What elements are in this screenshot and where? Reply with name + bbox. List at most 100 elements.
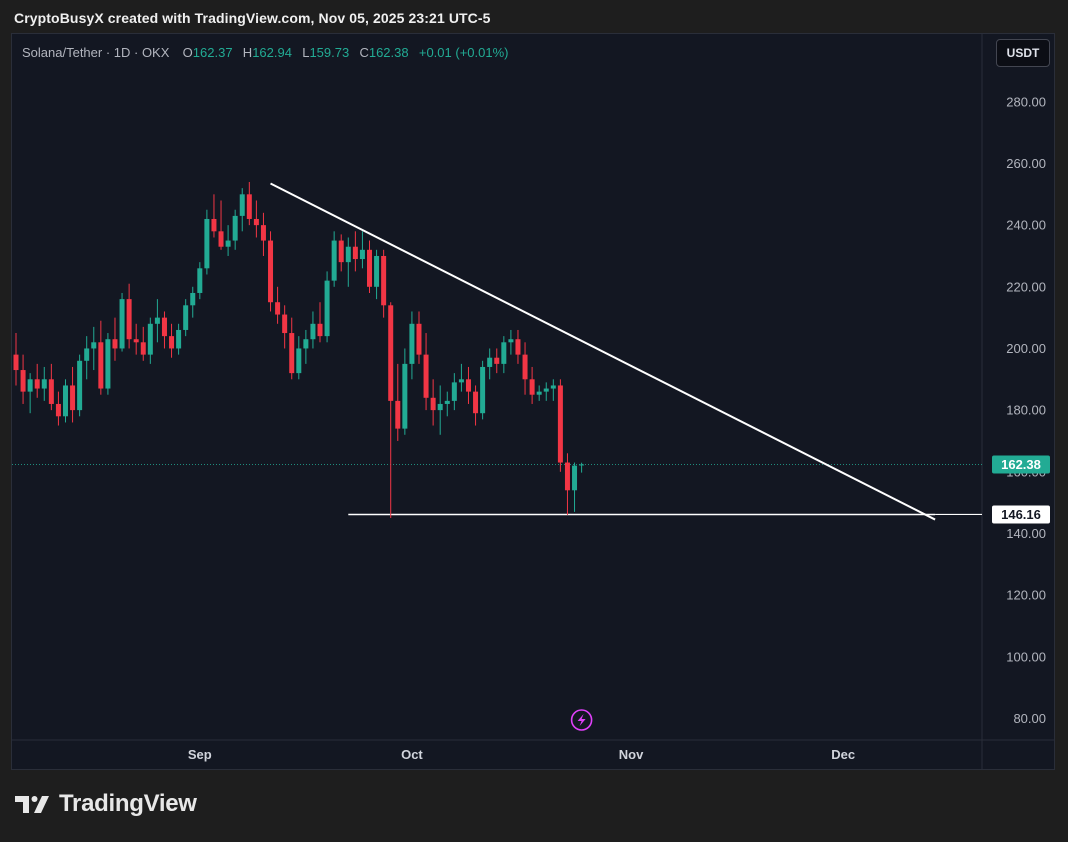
candle-body[interactable] [409,323,415,364]
candle-body[interactable] [303,339,309,349]
candle-body[interactable] [197,268,203,293]
candle-body[interactable] [359,249,365,260]
y-tick-label: 280.00 [1006,94,1046,109]
candle-body[interactable] [133,339,139,343]
candle-body[interactable] [572,465,578,491]
candle-body[interactable] [48,379,54,404]
candle-body[interactable] [246,194,252,219]
candle-body[interactable] [154,317,160,324]
candle-body[interactable] [564,462,570,491]
ohlc-legend: Solana/Tether · 1D · OKX O162.37 H162.94… [22,45,508,60]
candle-body[interactable] [494,357,500,364]
candle-body[interactable] [282,314,288,334]
candle-body[interactable] [225,240,231,247]
candle-body[interactable] [579,464,585,466]
candle-body[interactable] [465,379,471,392]
candle-body[interactable] [395,400,401,429]
candle-body[interactable] [388,305,394,401]
candle-body[interactable] [41,379,47,389]
candle-body[interactable] [190,292,196,306]
symbol-label[interactable]: Solana/Tether · 1D · OKX [22,45,170,60]
y-tick-label: 240.00 [1006,218,1046,233]
tradingview-logo-icon [15,796,49,813]
candle-body[interactable] [204,218,210,269]
x-tick-label: Nov [619,747,644,762]
candle-body[interactable] [381,255,387,306]
candle-body[interactable] [84,348,90,361]
price-chart[interactable]: 280.00260.00240.00220.00200.00180.00160.… [12,34,1055,770]
currency-button[interactable]: USDT [996,39,1050,67]
candle-body[interactable] [119,299,125,349]
low-value: 159.73 [309,45,350,60]
candle-body[interactable] [522,354,528,380]
candle-body[interactable] [324,280,330,337]
candle-body[interactable] [550,385,556,389]
candle-body[interactable] [296,348,302,374]
candle-body[interactable] [239,194,245,216]
candle-body[interactable] [140,342,146,355]
candle-body[interactable] [289,333,295,374]
candle-body[interactable] [536,391,542,395]
candle-body[interactable] [55,403,61,417]
candle-body[interactable] [345,246,351,263]
candle-body[interactable] [374,255,380,287]
candle-body[interactable] [480,366,486,414]
candle-body[interactable] [275,302,281,315]
close-label: C [359,45,369,60]
candle-body[interactable] [508,339,514,343]
candle-body[interactable] [176,329,182,349]
candle-body[interactable] [70,385,76,411]
candle-body[interactable] [169,336,175,349]
candle-body[interactable] [218,231,224,247]
candle-body[interactable] [338,240,344,263]
candle-body[interactable] [211,218,217,232]
y-tick-label: 180.00 [1006,403,1046,418]
candle-body[interactable] [367,249,372,287]
candle-body[interactable] [27,379,33,392]
tradingview-branding[interactable]: TradingView [15,790,197,818]
candle-body[interactable] [444,400,450,404]
candle-body[interactable] [13,354,19,371]
brand-name: TradingView [59,790,197,817]
candle-body[interactable] [557,385,563,463]
candle-body[interactable] [105,339,111,389]
candle-body[interactable] [451,382,457,401]
candle-body[interactable] [62,385,68,417]
candle-body[interactable] [91,342,97,349]
candle-body[interactable] [437,403,443,411]
candle-body[interactable] [310,323,316,340]
candle-body[interactable] [112,339,118,349]
candle-body[interactable] [515,339,521,355]
candle-body[interactable] [77,360,83,411]
low-label: L [302,45,310,60]
candle-body[interactable] [416,323,422,355]
candle-body[interactable] [402,363,408,429]
candle-body[interactable] [430,397,436,411]
candle-body[interactable] [232,215,238,241]
candle-body[interactable] [34,379,40,389]
candle-body[interactable] [253,218,259,226]
candle-body[interactable] [126,299,132,340]
candle-body[interactable] [268,240,274,303]
last-price-tag [992,455,1050,474]
chart-panel[interactable]: 280.00260.00240.00220.00200.00180.00160.… [11,33,1055,770]
candle-body[interactable] [543,388,549,392]
candle-body[interactable] [98,342,104,389]
candle-body[interactable] [331,240,337,281]
y-tick-label: 260.00 [1006,156,1046,171]
candle-body[interactable] [183,305,189,330]
candle-body[interactable] [423,354,429,398]
candle-body[interactable] [487,357,493,367]
candle-body[interactable] [260,225,266,241]
candle-body[interactable] [20,370,26,392]
candle-body[interactable] [317,323,323,337]
descending-trendline[interactable] [270,182,936,521]
candle-body[interactable] [529,379,535,395]
candle-body[interactable] [501,342,507,364]
candle-body[interactable] [473,391,479,414]
candle-body[interactable] [161,317,167,337]
candle-body[interactable] [352,246,358,260]
lightning-icon[interactable] [570,709,593,731]
candle-body[interactable] [458,379,464,383]
candle-body[interactable] [147,323,153,355]
